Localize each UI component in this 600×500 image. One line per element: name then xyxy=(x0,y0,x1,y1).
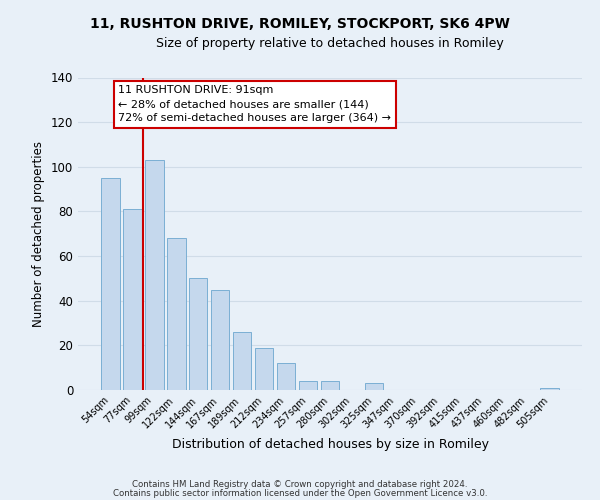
Text: Contains public sector information licensed under the Open Government Licence v3: Contains public sector information licen… xyxy=(113,488,487,498)
Title: Size of property relative to detached houses in Romiley: Size of property relative to detached ho… xyxy=(156,37,504,50)
Bar xyxy=(255,348,274,390)
Bar xyxy=(233,332,251,390)
Text: 11, RUSHTON DRIVE, ROMILEY, STOCKPORT, SK6 4PW: 11, RUSHTON DRIVE, ROMILEY, STOCKPORT, S… xyxy=(90,18,510,32)
Bar xyxy=(123,209,142,390)
Bar xyxy=(167,238,185,390)
Bar xyxy=(277,363,295,390)
Bar xyxy=(365,384,383,390)
Text: Contains HM Land Registry data © Crown copyright and database right 2024.: Contains HM Land Registry data © Crown c… xyxy=(132,480,468,489)
Bar xyxy=(320,381,340,390)
Bar xyxy=(211,290,229,390)
Bar xyxy=(145,160,164,390)
Bar xyxy=(189,278,208,390)
Text: 11 RUSHTON DRIVE: 91sqm
← 28% of detached houses are smaller (144)
72% of semi-d: 11 RUSHTON DRIVE: 91sqm ← 28% of detache… xyxy=(118,86,391,124)
X-axis label: Distribution of detached houses by size in Romiley: Distribution of detached houses by size … xyxy=(172,438,488,451)
Bar xyxy=(101,178,119,390)
Bar xyxy=(541,388,559,390)
Y-axis label: Number of detached properties: Number of detached properties xyxy=(32,141,45,327)
Bar xyxy=(299,381,317,390)
